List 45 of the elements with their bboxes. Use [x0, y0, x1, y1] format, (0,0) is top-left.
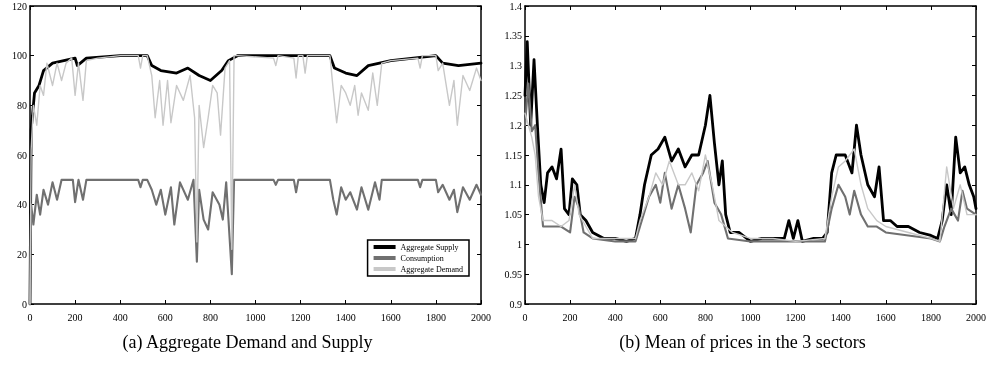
y-tick-label: 1.05 — [504, 209, 522, 221]
y-tick-label: 80 — [17, 99, 27, 111]
y-tick-label: 1.15 — [504, 149, 522, 161]
text: (a) Aggregate Demand and Supply — [121, 332, 374, 353]
y-tick-label: 1.3 — [509, 60, 522, 72]
legend-label: Aggregate Supply — [400, 242, 459, 252]
x-tick-label: 400 — [607, 311, 623, 323]
x-tick-label: 2000 — [471, 311, 491, 323]
y-tick-label: 1.1 — [509, 179, 522, 191]
x-tick-label: 800 — [202, 311, 218, 323]
y-tick-label: 60 — [17, 149, 27, 161]
y-tick-label: 1.4 — [509, 0, 522, 12]
y-tick-label: 120 — [12, 0, 27, 12]
y-tick-label: 1.35 — [504, 30, 522, 42]
x-tick-label: 1200 — [290, 311, 311, 323]
x-tick-label: 1000 — [740, 311, 761, 323]
x-tick-label: 1000 — [245, 311, 266, 323]
y-tick-label: 0.95 — [504, 268, 522, 280]
y-tick-label: 100 — [12, 50, 27, 62]
y-tick-label: 40 — [17, 199, 27, 211]
y-tick-label: 0.9 — [509, 298, 522, 310]
line-series — [523, 82, 978, 243]
x-tick-label: 400 — [112, 311, 128, 323]
y-tick-label: 20 — [17, 248, 27, 260]
y-tick-label: 1.2 — [509, 119, 522, 131]
x-tick-label: 200 — [562, 311, 578, 323]
y-tick-label: 1 — [517, 238, 522, 250]
legend-label: Consumption — [400, 253, 444, 263]
text: (b) Mean of prices in the 3 sectors — [618, 332, 867, 353]
line-series — [524, 112, 977, 243]
y-tick-label: 0 — [22, 298, 27, 310]
x-tick-label: 200 — [67, 311, 83, 323]
x-tick-label: 1800 — [920, 311, 941, 323]
x-tick-label: 1400 — [830, 311, 851, 323]
x-tick-label: 1400 — [335, 311, 356, 323]
x-tick-label: 600 — [652, 311, 668, 323]
x-tick-label: 600 — [157, 311, 173, 323]
x-tick-label: 1600 — [875, 311, 896, 323]
x-tick-label: 800 — [697, 311, 713, 323]
x-tick-label: 1800 — [425, 311, 446, 323]
x-tick-label: 1200 — [785, 311, 806, 323]
y-tick-label: 1.25 — [504, 89, 522, 101]
x-tick-label: 2000 — [966, 311, 986, 323]
legend-label: Aggregate Demand — [400, 264, 463, 274]
x-tick-label: 1600 — [380, 311, 401, 323]
